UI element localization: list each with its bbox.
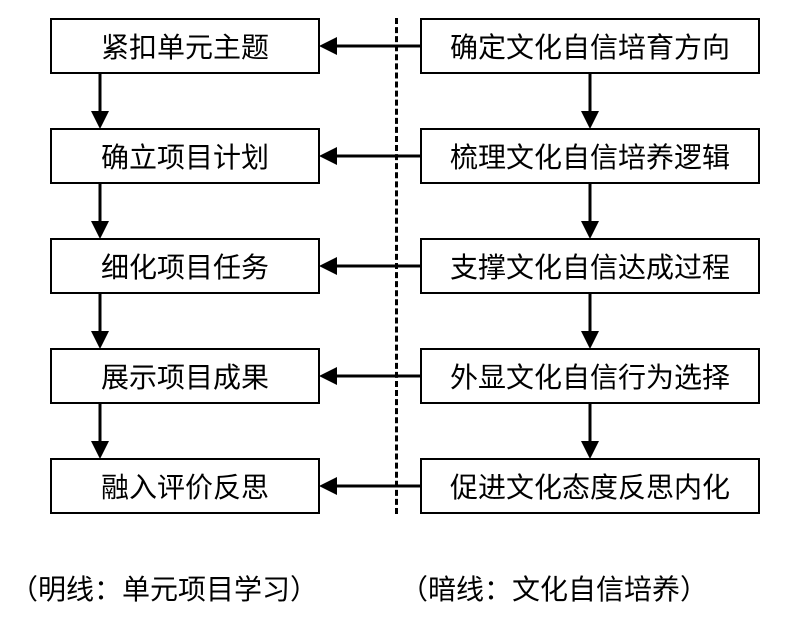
node-R1: 梳理文化自信培养逻辑 [420,128,760,184]
node-L4: 融入评价反思 [50,458,320,514]
node-L1-label: 确立项目计划 [101,136,269,176]
node-R3: 外显文化自信行为选择 [420,348,760,404]
node-L1: 确立项目计划 [50,128,320,184]
caption-right: （暗线：文化自信培养） [400,568,708,608]
node-R2: 支撑文化自信达成过程 [420,238,760,294]
node-L0: 紧扣单元主题 [50,18,320,74]
node-R0: 确定文化自信培育方向 [420,18,760,74]
node-R0-label: 确定文化自信培育方向 [450,26,730,66]
node-R2-label: 支撑文化自信达成过程 [450,246,730,286]
node-L3-label: 展示项目成果 [101,356,269,396]
node-L3: 展示项目成果 [50,348,320,404]
node-R1-label: 梳理文化自信培养逻辑 [450,136,730,176]
node-R4-label: 促进文化态度反思内化 [450,466,730,506]
flowchart-container: 紧扣单元主题 确立项目计划 细化项目任务 展示项目成果 融入评价反思 确定文化自… [0,0,800,626]
node-L2-label: 细化项目任务 [101,246,269,286]
node-R4: 促进文化态度反思内化 [420,458,760,514]
node-R3-label: 外显文化自信行为选择 [450,356,730,396]
node-L2: 细化项目任务 [50,238,320,294]
caption-left: （明线：单元项目学习） [10,568,318,608]
node-L0-label: 紧扣单元主题 [101,26,269,66]
arrows-layer [0,0,800,626]
node-L4-label: 融入评价反思 [101,466,269,506]
center-divider [395,18,398,514]
